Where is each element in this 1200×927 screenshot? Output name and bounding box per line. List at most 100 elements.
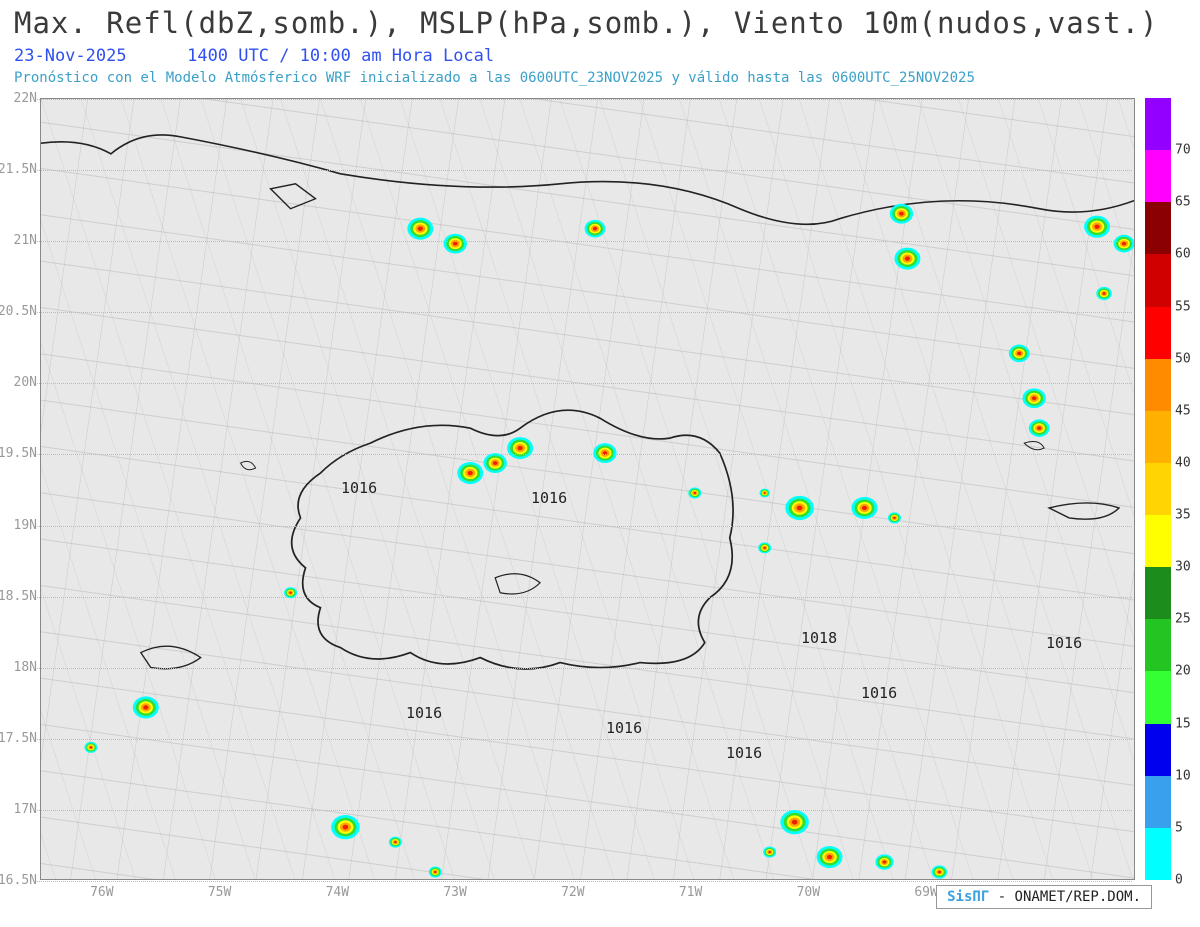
storm-cell-13: [483, 453, 506, 473]
pressure-label-1: 1016: [531, 489, 567, 507]
header-block: Max. Refl(dbZ,somb.), MSLP(hPa,somb.), V…: [14, 6, 1200, 86]
ytick-20N: 20N: [0, 375, 37, 390]
colorbar-segment-0-5: [1145, 828, 1171, 880]
storm-cell-12: [457, 462, 483, 484]
ytick-18N: 18N: [0, 660, 37, 675]
storm-cell-0: [407, 218, 433, 240]
xtick-72W: 72W: [553, 885, 593, 900]
credit-box: SisΠΓ - ONAMET/REP.DOM.: [936, 885, 1152, 909]
storm-cell-14: [593, 443, 616, 463]
storm-cell-4: [894, 248, 920, 270]
ytick-21.5N: 21.5N: [0, 162, 37, 177]
storm-cell-8: [1084, 216, 1110, 238]
colorbar-segment-55-60: [1145, 254, 1171, 306]
pressure-label-0: 1016: [341, 479, 377, 497]
colorbar-segment-15-20: [1145, 671, 1171, 723]
colorbar-tick-65: 65: [1175, 195, 1191, 210]
storm-cell-23: [84, 742, 97, 753]
xtick-74W: 74W: [317, 885, 357, 900]
pressure-label-7: 1016: [726, 744, 762, 762]
storm-cell-3: [890, 204, 913, 224]
time-text: 1400 UTC / 10:00 am Hora Local: [187, 46, 494, 66]
colorbar-segment-50-55: [1145, 307, 1171, 359]
colorbar-segment-45-50: [1145, 359, 1171, 411]
storm-cell-30: [817, 846, 843, 868]
storm-cell-26: [429, 867, 442, 878]
colorbar-tick-25: 25: [1175, 612, 1191, 627]
storm-cell-6: [1023, 388, 1046, 408]
storm-cell-10: [1096, 287, 1112, 300]
colorbar-tick-30: 30: [1175, 560, 1191, 575]
storm-cell-16: [759, 489, 769, 498]
date-text: 23-Nov-2025: [14, 46, 127, 66]
colorbar-tick-10: 10: [1175, 768, 1191, 783]
colorbar-segment-25-30: [1145, 567, 1171, 619]
storm-cell-18: [852, 497, 878, 519]
ytick-19N: 19N: [0, 518, 37, 533]
storm-cell-1: [444, 234, 467, 254]
colorbar-tick-0: 0: [1175, 873, 1183, 888]
storm-cell-28: [780, 810, 809, 834]
storm-cell-19: [888, 512, 901, 523]
credit-text: - ONAMET/REP.DOM.: [998, 889, 1141, 905]
storm-cell-29: [763, 847, 776, 858]
storm-cell-11: [507, 437, 533, 459]
pressure-label-6: 1016: [861, 684, 897, 702]
storm-cell-5: [1009, 345, 1030, 363]
ytick-20.5N: 20.5N: [0, 304, 37, 319]
storm-cell-25: [389, 837, 402, 848]
storm-cell-32: [932, 865, 948, 878]
colorbar-tick-35: 35: [1175, 508, 1191, 523]
storm-cell-9: [1114, 235, 1134, 253]
colorbar-segment-10-15: [1145, 724, 1171, 776]
colorbar-segment-20-25: [1145, 619, 1171, 671]
colorbar-legend: 70 65 60 55 50 45 40 35 30 25 20 15 10 5 0: [1145, 98, 1185, 880]
chart-subtitle: Pronóstico con el Modelo Atmósferico WRF…: [14, 70, 1200, 86]
colorbar-segment-70-75: [1145, 98, 1171, 150]
storm-cell-31: [875, 854, 893, 869]
storm-cell-2: [585, 220, 606, 238]
xtick-76W: 76W: [82, 885, 122, 900]
colorbar-tick-45: 45: [1175, 403, 1191, 418]
storm-cell-24: [331, 815, 360, 839]
xtick-71W: 71W: [671, 885, 711, 900]
colorbar-segment-60-65: [1145, 202, 1171, 254]
storm-cell-22: [133, 696, 159, 718]
colorbar-tick-20: 20: [1175, 664, 1191, 679]
xtick-75W: 75W: [200, 885, 240, 900]
xtick-70W: 70W: [788, 885, 828, 900]
colorbar-segment-5-10: [1145, 776, 1171, 828]
storm-cell-17: [785, 496, 814, 520]
storm-cell-20: [758, 542, 771, 553]
reflectivity-layer: [41, 99, 1134, 879]
brand-label: SisΠΓ: [947, 889, 989, 905]
colorbar-segment-65-70: [1145, 150, 1171, 202]
colorbar-tick-5: 5: [1175, 820, 1183, 835]
ytick-17N: 17N: [0, 802, 37, 817]
xtick-73W: 73W: [435, 885, 475, 900]
colorbar-segment-35-40: [1145, 463, 1171, 515]
storm-cell-7: [1029, 419, 1050, 437]
pressure-label-4: 1016: [406, 704, 442, 722]
colorbar-tick-60: 60: [1175, 247, 1191, 262]
ytick-17.5N: 17.5N: [0, 731, 37, 746]
ytick-21N: 21N: [0, 233, 37, 248]
map-canvas: 1016 1016 1018 1016 1016 1016 1016 1016 22N 21.5…: [40, 98, 1135, 880]
ytick-16.5N: 16.5N: [0, 873, 37, 888]
storm-cell-15: [688, 487, 701, 498]
colorbar-tick-40: 40: [1175, 455, 1191, 470]
pressure-label-3: 1016: [1046, 634, 1082, 652]
colorbar-tick-50: 50: [1175, 351, 1191, 366]
colorbar-tick-70: 70: [1175, 143, 1191, 158]
pressure-label-5: 1016: [606, 719, 642, 737]
ytick-19.5N: 19.5N: [0, 446, 37, 461]
colorbar-segment-30-35: [1145, 515, 1171, 567]
ytick-22N: 22N: [0, 91, 37, 106]
colorbar-tick-15: 15: [1175, 716, 1191, 731]
colorbar-segment-40-45: [1145, 411, 1171, 463]
colorbar-tick-55: 55: [1175, 299, 1191, 314]
chart-title: Max. Refl(dbZ,somb.), MSLP(hPa,somb.), V…: [14, 6, 1200, 40]
ytick-18.5N: 18.5N: [0, 589, 37, 604]
chart-datetime: 23-Nov-2025 1400 UTC / 10:00 am Hora Loc…: [14, 46, 1200, 66]
pressure-label-2: 1018: [801, 629, 837, 647]
